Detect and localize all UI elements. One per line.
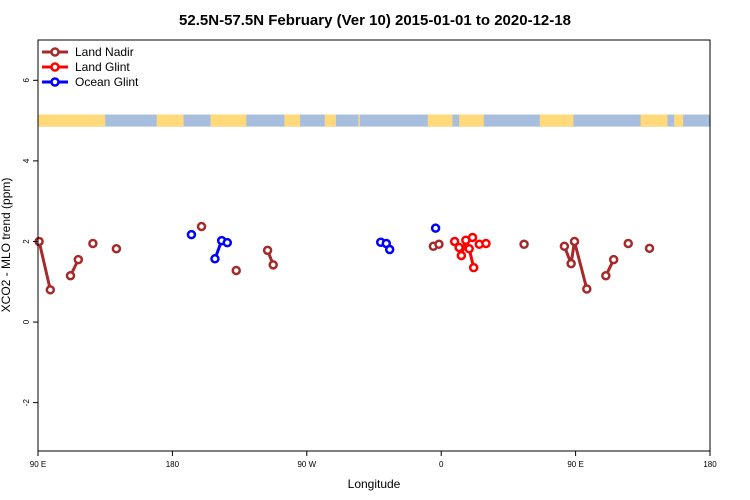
data-point xyxy=(601,270,611,281)
data-point xyxy=(196,221,207,232)
map-land xyxy=(284,114,301,127)
x-axis-label: Longitude xyxy=(348,477,401,491)
data-point xyxy=(644,243,655,254)
data-point xyxy=(111,243,122,254)
x-tick-label: 180 xyxy=(703,460,717,469)
data-point xyxy=(65,270,76,281)
x-tick-label: 0 xyxy=(439,460,444,469)
data-point xyxy=(430,223,441,233)
data-layer xyxy=(34,221,655,295)
map-land xyxy=(210,114,247,127)
y-axis-label: XCO2 - MLO trend (ppm) xyxy=(0,178,13,313)
data-point xyxy=(468,262,479,273)
map-land xyxy=(640,114,668,127)
map-land xyxy=(156,114,184,127)
plot-frame xyxy=(37,39,711,452)
data-point xyxy=(467,232,478,243)
data-point xyxy=(559,241,570,252)
data-point xyxy=(45,285,56,295)
legend-item-land-nadir: Land Nadir xyxy=(42,45,134,59)
data-point xyxy=(566,258,576,269)
data-point xyxy=(569,236,580,247)
map-land xyxy=(674,114,684,127)
x-axis: 90 E 180 90 W 0 90 E 180 xyxy=(30,451,717,469)
y-axis: -2 0 2 4 6 xyxy=(22,78,38,407)
legend-marker xyxy=(50,47,60,57)
legend-item-ocean-glint: Ocean Glint xyxy=(42,75,139,89)
y-tick-label: -2 xyxy=(22,399,31,407)
x-tick-label: 90 E xyxy=(30,460,46,469)
map-land xyxy=(459,114,484,127)
legend-label: Land Glint xyxy=(75,60,130,74)
y-tick-label: 0 xyxy=(22,319,31,324)
map-land xyxy=(38,114,106,127)
data-point xyxy=(384,244,395,255)
series-land-nadir xyxy=(34,221,655,295)
data-point xyxy=(186,229,197,240)
data-point xyxy=(481,238,491,249)
data-point xyxy=(464,243,474,254)
y-tick-label: 4 xyxy=(22,158,31,163)
data-point xyxy=(88,238,98,249)
legend-label: Ocean Glint xyxy=(75,75,139,89)
data-point xyxy=(608,254,619,265)
data-point xyxy=(449,236,460,247)
plot-area xyxy=(34,39,711,452)
map-land xyxy=(324,114,336,127)
x-tick-label: 90 E xyxy=(567,460,583,469)
series-line xyxy=(563,239,589,290)
x-tick-label: 180 xyxy=(166,460,180,469)
map-ocean xyxy=(38,114,710,127)
data-point xyxy=(210,254,220,264)
chart-title: 52.5N-57.5N February (Ver 10) 2015-01-01… xyxy=(179,12,571,29)
data-point xyxy=(519,239,529,250)
map-land xyxy=(539,114,574,127)
map-land xyxy=(358,114,360,127)
series-ocean-glint xyxy=(186,223,441,264)
data-point xyxy=(222,237,233,248)
data-point xyxy=(231,265,241,276)
data-point xyxy=(434,239,444,250)
y-tick-label: 6 xyxy=(22,78,31,83)
series-line xyxy=(37,241,52,291)
data-point xyxy=(454,242,464,253)
y-tick-label: 2 xyxy=(22,239,31,244)
legend-label: Land Nadir xyxy=(75,45,134,59)
legend-item-land-glint: Land Glint xyxy=(42,60,130,74)
legend-marker xyxy=(50,62,60,72)
series-land-glint xyxy=(449,232,491,273)
data-point xyxy=(623,238,633,249)
data-point xyxy=(582,284,592,294)
data-point xyxy=(268,260,278,270)
data-point xyxy=(73,254,84,265)
data-point xyxy=(456,250,467,261)
data-point xyxy=(262,245,273,256)
legend-marker xyxy=(50,77,60,87)
map-land xyxy=(427,114,453,127)
x-tick-label: 90 W xyxy=(297,460,316,469)
map-strip xyxy=(38,114,710,127)
